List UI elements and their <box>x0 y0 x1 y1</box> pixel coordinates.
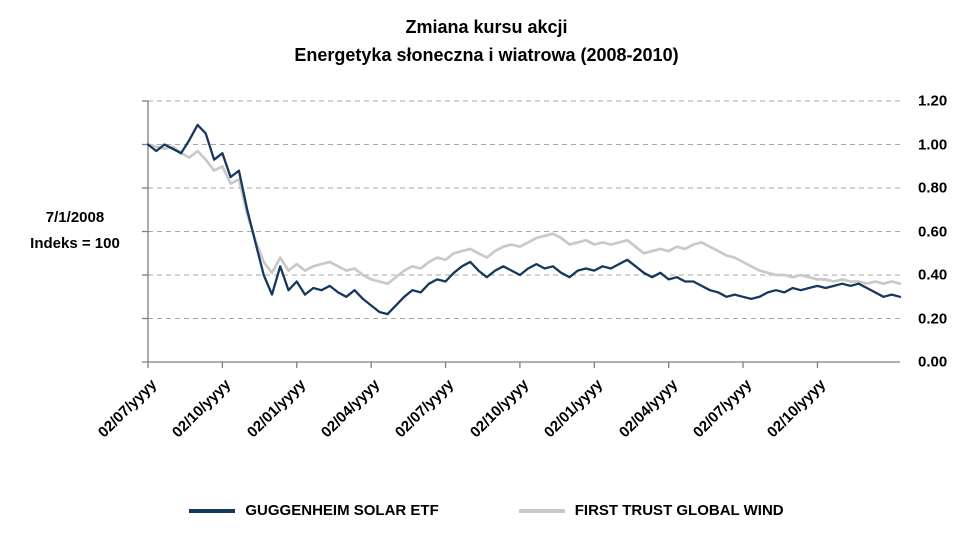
series-line-guggenheim-solar <box>146 123 902 316</box>
annotation-index: Indeks = 100 <box>30 235 120 253</box>
chart-title: Zmiana kursu akcji Energetyka słoneczna … <box>0 14 973 70</box>
y-axis-tick-label: 0.80 <box>918 179 948 197</box>
y-axis-tick-label: 0.20 <box>918 310 948 327</box>
chart-title-line2: Energetyka słoneczna i wiatrowa (2008-20… <box>294 44 679 65</box>
solar-line-swatch <box>189 508 236 513</box>
series-line-first-trust-wind <box>146 143 902 286</box>
legend-label-wind: FIRST TRUST GLOBAL WIND <box>574 502 784 519</box>
y-axis-tick-label: 0.60 <box>918 223 948 240</box>
y-axis-tick-label: 1.20 <box>918 92 948 110</box>
y-axis-tick-label: 1.00 <box>918 136 948 153</box>
legend: GUGGENHEIM SOLAR ETF FIRST TRUST GLOBAL … <box>0 502 973 519</box>
legend-item-solar: GUGGENHEIM SOLAR ETF <box>189 502 439 519</box>
chart-title-line1: Zmiana kursu akcji <box>405 17 568 37</box>
y-axis-tick-label: 0.00 <box>918 353 948 371</box>
legend-item-wind: FIRST TRUST GLOBAL WIND <box>518 502 784 519</box>
annotation-date: 7/1/2008 <box>45 209 105 226</box>
legend-label-solar: GUGGENHEIM SOLAR ETF <box>245 502 439 519</box>
y-axis-tick-label: 0.40 <box>918 266 948 284</box>
index-annotation: 7/1/2008 Indeks = 100 <box>8 205 142 258</box>
wind-line-swatch <box>518 508 565 513</box>
